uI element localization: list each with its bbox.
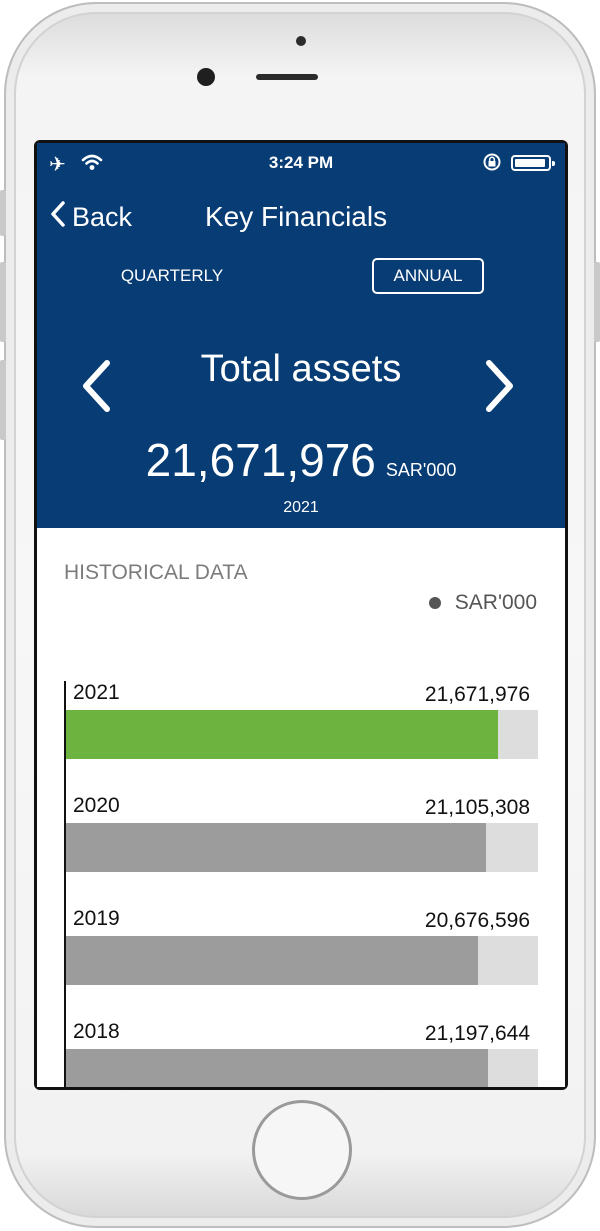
nav-bar: Back Key Financials [37,193,565,237]
bar-category-label: 2019 [73,907,120,930]
bar-track [66,936,538,985]
earpiece-speaker [256,74,318,80]
metric-year: 2021 [283,499,319,516]
volume-up-button [0,262,6,342]
power-button [594,262,600,342]
chevron-left-icon [83,360,110,412]
chevron-left-icon [50,200,66,235]
bar-row: 2018 21,197,644 [65,1002,538,1087]
bar-row: 2020 21,105,308 [65,776,538,889]
status-bar: ✈ 3:24 PM [37,151,565,178]
front-camera [197,68,215,86]
airplane-icon: ✈ [49,154,66,176]
historical-bar-chart: 2021 21,671,976 2020 21,105,308 2019 20,676,5… [37,663,565,1087]
bar-track [66,710,538,759]
metric-title: Total assets [200,348,402,390]
next-metric-button[interactable] [483,358,517,419]
prev-metric-button[interactable] [79,358,113,419]
proximity-sensor [296,36,306,46]
metric-value: 21,671,976 [145,434,376,486]
back-button[interactable]: Back [50,197,132,237]
bar [66,823,487,872]
orientation-lock-icon [481,151,503,178]
bar-value-label: 20,676,596 [424,909,530,932]
bar-category-label: 2018 [73,1020,120,1043]
bar-value-label: 21,105,308 [424,796,530,819]
bar-value-label: 21,671,976 [424,683,530,706]
tab-quarterly[interactable]: QUARTERLY [120,266,224,285]
app-screen: ✈ 3:24 PM [37,143,565,1087]
page-title: Key Financials [205,201,388,232]
bar [66,936,478,985]
bar-category-label: 2020 [73,794,120,817]
bar-track [66,823,538,872]
home-button[interactable] [252,1100,352,1200]
volume-down-button [0,360,6,440]
tab-annual[interactable]: ANNUAL [372,258,484,294]
legend-label: SAR'000 [454,591,537,614]
bar-row: 2021 21,671,976 [65,663,538,776]
battery-icon [511,155,555,171]
legend-dot-icon [428,597,441,609]
chart-legend: SAR'000 [428,591,537,615]
chevron-right-icon [486,360,513,412]
bar [66,710,498,759]
screen: ✈ 3:24 PM [34,140,568,1090]
chart-axis [64,681,66,1087]
bar [66,1049,489,1087]
metric-unit: SAR'000 [385,460,457,480]
historical-data-title: HISTORICAL DATA [64,561,248,584]
bar-category-label: 2021 [73,681,120,704]
mute-switch [0,190,6,236]
bar-value-label: 21,197,644 [424,1022,530,1045]
bar-row: 2019 20,676,596 [65,889,538,1002]
wifi-icon [81,153,103,176]
back-label: Back [72,201,133,232]
status-time: 3:24 PM [268,153,334,172]
metric-value-row: 21,671,976 SAR'000 [37,433,565,487]
header: ✈ 3:24 PM [37,143,565,528]
bar-track [66,1049,538,1087]
